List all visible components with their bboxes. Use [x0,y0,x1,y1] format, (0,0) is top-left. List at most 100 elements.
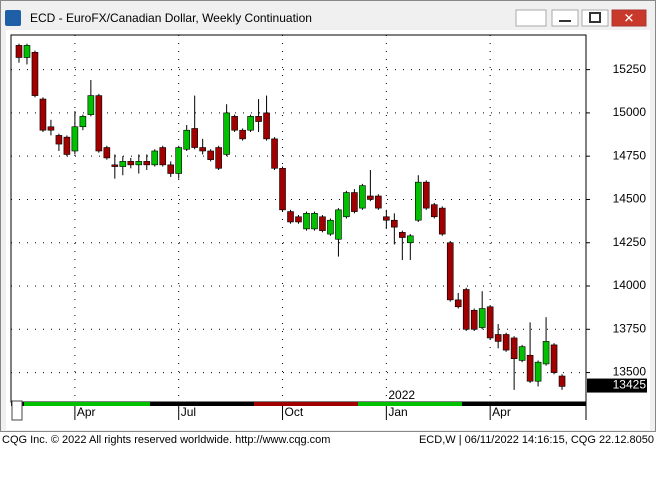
candle-body [414,181,422,221]
candle-body [199,147,206,152]
footer-right: ECD,W | 06/11/2022 14:16:15, CQG 22.12.8… [419,434,654,446]
candle-body [111,164,119,167]
candle-body [47,126,55,131]
candle-body [175,147,183,174]
candle-body [135,161,143,166]
candle-body [526,354,534,382]
footer-left: CQG Inc. © 2022 All rights reserved worl… [2,434,330,446]
y-tick-label: 14500 [613,192,647,206]
candle-body [63,136,71,155]
footer [0,432,656,496]
minimize-button[interactable] [551,9,579,27]
y-tick-label: 13750 [613,321,647,335]
maximize-icon [589,12,601,23]
close-button[interactable] [611,9,647,27]
candle-body [79,116,87,128]
candle-body [494,334,502,342]
period-strip-segment [46,402,150,406]
period-strip-segment [24,402,46,406]
x-tick-label: Apr [492,405,511,419]
candle-body [167,164,175,174]
candle-body [327,219,334,235]
candle-body [263,112,270,140]
candle-body [454,299,462,308]
candle-body [31,52,39,96]
x-tick-label: Apr [77,405,96,419]
candle-body [183,129,190,150]
candle-body [438,207,446,235]
candle-body [303,213,310,230]
candle-body [311,213,318,230]
y-tick-label: 14000 [613,278,647,292]
candle-body [71,126,79,152]
last-price-box [587,378,647,393]
close-icon: ✕ [624,10,635,25]
candle-body [510,337,518,360]
candle-body [119,161,127,167]
candle-body [470,309,478,330]
x-tick-label: Oct [285,405,304,419]
candle-body [151,150,159,166]
candle-body [375,195,382,209]
candle-body [446,242,454,301]
candle-body [542,341,550,365]
candle-body [478,308,486,328]
candle-body [383,216,390,221]
candle-body [279,167,286,211]
candle-body [367,195,374,200]
candle-body [343,192,350,218]
candle-body [502,334,510,351]
y-tick-label: 13500 [613,365,647,379]
y-tick-label: 14250 [613,235,647,249]
candle-body [550,344,558,373]
year-label: 2022 [388,388,415,402]
link-button[interactable] [515,9,547,27]
app-icon [5,10,21,26]
candle-body [518,346,526,361]
window-title: ECD - EuroFX/Canadian Dollar, Weekly Con… [30,11,312,25]
candle-body [55,135,63,145]
candle-body [287,211,294,223]
candle-body [462,289,470,330]
candle-body [15,45,23,58]
x-tick-label: Jan [388,405,407,419]
candle-body [351,192,358,212]
candle-body [407,235,414,244]
candle-body [319,216,326,231]
candle-body [391,219,398,228]
candle-body [159,147,167,166]
candle-body [534,361,542,382]
last-price-label: 13425 [613,378,647,392]
y-tick-label: 15000 [613,105,647,119]
y-tick-label: 14750 [613,148,647,162]
period-strip-segment [254,402,358,406]
candle-body [191,128,198,148]
x-tick-label: Jul [181,405,196,419]
candle-body [215,147,222,169]
candle-body [103,147,111,159]
candle-body [39,98,47,131]
candle-body [207,150,214,160]
candle-body [399,232,406,238]
maximize-button[interactable] [581,9,609,27]
period-strip-segment [358,402,462,406]
candle-body [247,116,254,131]
candle-body [486,306,494,339]
scroll-handle[interactable] [11,400,23,421]
candle-body [558,375,566,387]
candle-body [430,204,438,218]
candle-body [422,181,430,209]
candle-body [23,45,31,58]
candle-body [271,138,278,169]
candle-body [255,116,262,122]
candle-body [335,209,342,240]
candle-body [359,185,366,209]
candle-body [239,129,246,140]
y-tick-label: 15250 [613,62,647,76]
candle-body [95,95,103,152]
candle-body [295,216,302,223]
candle-body [127,161,135,166]
candle-body [223,112,230,155]
